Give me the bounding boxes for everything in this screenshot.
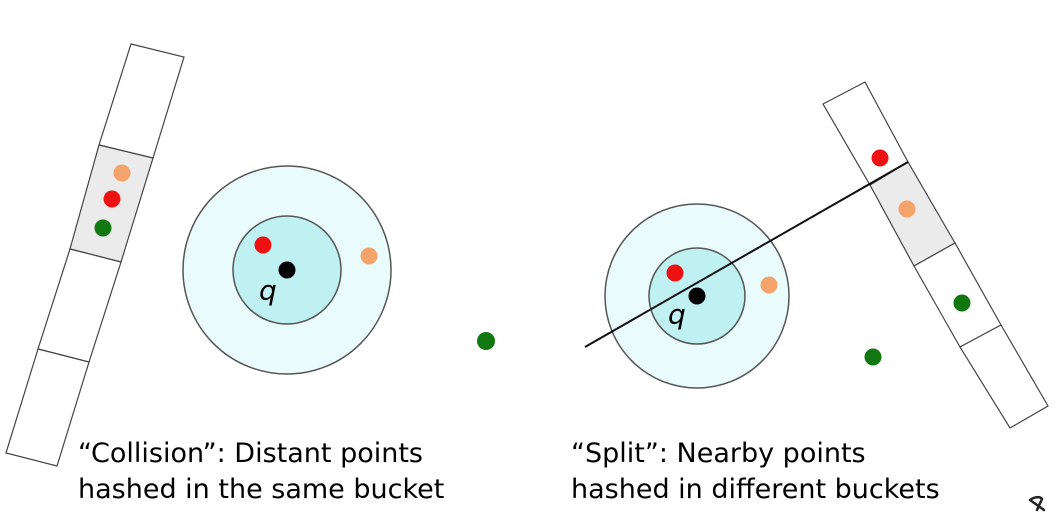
left-bucket-3	[37, 248, 122, 363]
far-point-green	[477, 332, 495, 350]
right-bucket-point-orange	[898, 200, 916, 218]
caption-collision: “Collision”: Distant points hashed in th…	[78, 436, 444, 508]
caption-split: “Split”: Nearby points hashed in differe…	[571, 436, 940, 508]
left-bucket-4	[5, 348, 90, 467]
left-mid-point-orange	[360, 247, 378, 265]
left-near-point-red	[254, 236, 272, 254]
right-query-point	[688, 287, 706, 305]
caption-collision-line-2: hashed in the same bucket	[78, 474, 445, 505]
right-bucket-point-red	[871, 149, 889, 167]
left-point-red	[103, 190, 121, 208]
pen-mark-icon	[1028, 495, 1046, 512]
left-bucket-strip	[5, 43, 185, 467]
caption-collision-line-1: “Collision”: Distant points	[78, 438, 423, 469]
left-point-orange	[113, 164, 131, 182]
right-far-point-green	[864, 348, 882, 366]
right-near-point-red	[666, 264, 684, 282]
left-query-point	[278, 261, 296, 279]
left-point-green	[94, 219, 112, 237]
right-query-label: q	[668, 298, 686, 331]
caption-split-line-2: hashed in different buckets	[571, 474, 940, 505]
right-bucket-point-green	[953, 294, 971, 312]
caption-split-line-1: “Split”: Nearby points	[571, 438, 866, 469]
right-bucket-strip	[822, 81, 1049, 429]
right-bucket-4	[959, 324, 1049, 429]
left-query-label: q	[259, 274, 277, 307]
right-mid-point-orange	[760, 276, 778, 294]
hash-split-line	[584, 161, 909, 348]
left-bucket-1	[98, 43, 185, 159]
